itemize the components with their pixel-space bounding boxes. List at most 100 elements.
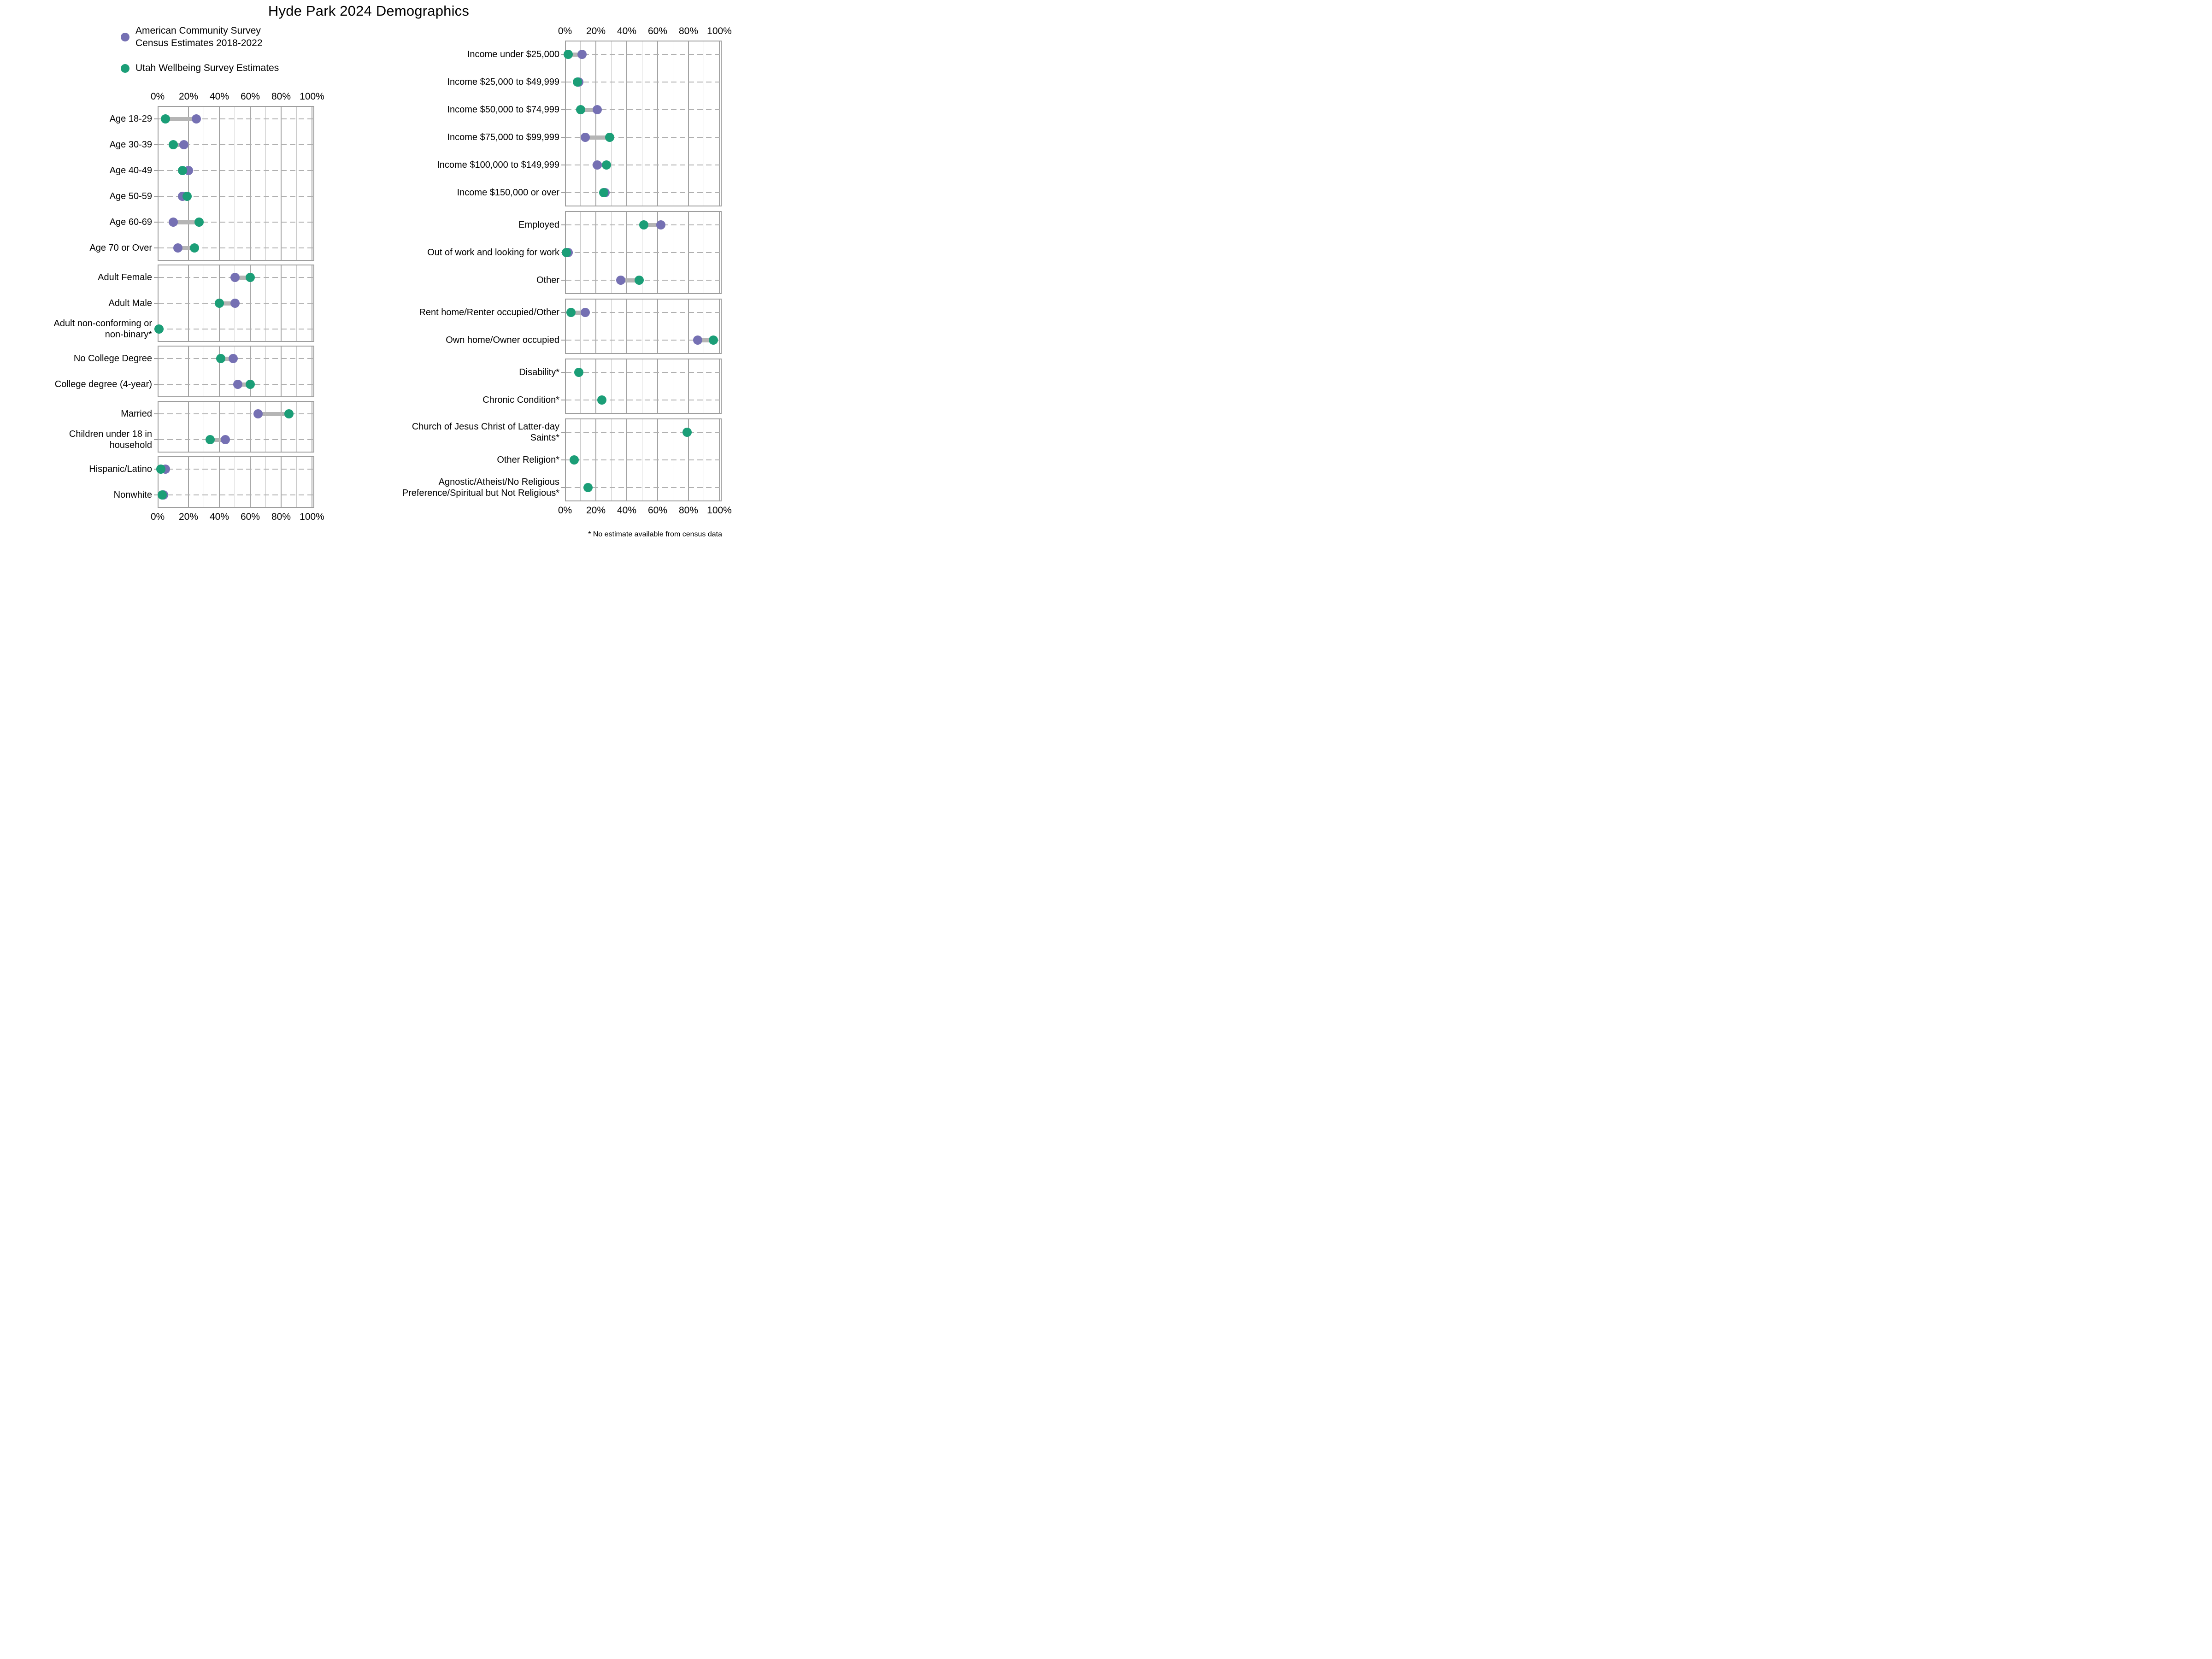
gridline: [296, 107, 297, 260]
gridline: [595, 300, 596, 353]
gridline: [296, 402, 297, 452]
axis-tick-label: 100%: [300, 91, 324, 102]
gridline: [250, 402, 251, 452]
uws-dot: [246, 380, 255, 389]
axis-tick-label: 100%: [707, 26, 732, 36]
row-label: Adult Female: [98, 272, 152, 282]
row-label: Church of Jesus Christ of Latter-day Sai…: [412, 422, 559, 443]
axis-tick-label: 100%: [300, 512, 324, 522]
gridline: [265, 402, 266, 452]
dumbbell-connector: [258, 412, 289, 416]
uws-dot: [576, 105, 585, 114]
gridline: [611, 359, 612, 413]
acs-dot: [221, 435, 230, 444]
uws-dot: [158, 490, 167, 500]
gridline: [611, 300, 612, 353]
row-label: Hispanic/Latino: [89, 464, 152, 474]
axis-tick-label: 20%: [586, 505, 606, 516]
dumbbell-connector: [568, 52, 582, 57]
row-axis-tick: [154, 303, 158, 304]
acs-dot: [693, 335, 703, 345]
dumbbell-connector: [221, 356, 234, 361]
panel-frame: [565, 41, 722, 206]
axis-tick-label: 80%: [678, 505, 699, 516]
acs-dot: [593, 105, 602, 114]
gridline: [250, 457, 251, 507]
acs-dot: [168, 218, 178, 227]
uws-dot: [182, 192, 192, 201]
acs-dot: [230, 299, 240, 308]
legend: American Community Survey Census Estimat…: [121, 25, 279, 87]
dumbbell-connector: [210, 437, 226, 442]
row-dashed-line: [159, 222, 313, 223]
acs-dot: [616, 276, 625, 285]
acs-dot: [593, 160, 602, 170]
row-dashed-line: [159, 196, 313, 197]
axis-tick-label: 100%: [707, 505, 732, 516]
row-axis-tick: [561, 372, 565, 373]
gridline: [219, 107, 220, 260]
gridline: [281, 347, 282, 396]
uws-dot: [246, 273, 255, 282]
chart-canvas: Hyde Park 2024 Demographics American Com…: [0, 0, 737, 553]
row-label: Income $150,000 or over: [457, 188, 559, 198]
uws-dot: [168, 140, 178, 149]
gridline: [657, 359, 658, 413]
row-axis-tick: [154, 170, 158, 171]
gridline: [719, 41, 720, 206]
dumbbell-connector: [698, 338, 713, 342]
legend-item-uws: Utah Wellbeing Survey Estimates: [121, 62, 279, 75]
row-axis-tick: [154, 469, 158, 470]
row-label: Income $100,000 to $149,999: [437, 160, 559, 170]
row-label: Age 18-29: [109, 114, 152, 124]
dumbbell-connector: [173, 142, 184, 147]
dumbbell-connector: [643, 223, 661, 227]
uws-dot: [154, 324, 164, 334]
acs-dot: [580, 133, 590, 142]
legend-item-acs: American Community Survey Census Estimat…: [121, 25, 279, 50]
gridline: [719, 300, 720, 353]
uws-dot: [156, 465, 165, 474]
row-dashed-line: [566, 459, 721, 460]
axis-tick-label: 20%: [178, 91, 199, 102]
uws-dot: [597, 395, 607, 405]
row-dashed-line: [566, 137, 721, 138]
row-label: Nonwhite: [113, 490, 152, 500]
acs-dot: [179, 140, 188, 149]
row-axis-tick: [561, 224, 565, 225]
row-axis-tick: [561, 137, 565, 138]
row-axis-tick: [154, 247, 158, 248]
dumbbell-connector: [177, 246, 195, 250]
gridline: [188, 107, 189, 260]
row-dashed-line: [159, 469, 313, 470]
row-label: Income $50,000 to $74,999: [447, 105, 559, 115]
row-dashed-line: [159, 144, 313, 145]
gridline: [688, 41, 689, 206]
gridline: [265, 457, 266, 507]
row-axis-tick: [561, 340, 565, 341]
row-label: Other: [536, 275, 559, 285]
row-axis-tick: [154, 222, 158, 223]
uws-dot: [215, 299, 224, 308]
row-label: College degree (4-year): [54, 379, 152, 389]
row-dashed-line: [159, 170, 313, 171]
row-label: Adult Male: [108, 298, 153, 308]
row-dashed-line: [566, 109, 721, 110]
uws-dot: [284, 409, 294, 418]
uws-dot: [570, 455, 579, 465]
row-axis-tick: [154, 118, 158, 119]
uws-dot: [639, 220, 648, 229]
panel-frame: [158, 346, 314, 397]
row-label: Disability*: [519, 367, 559, 377]
row-label: Age 40-49: [109, 165, 152, 176]
panel-frame: [565, 418, 722, 501]
panel-frame: [158, 456, 314, 508]
row-label: Age 50-59: [109, 191, 152, 201]
axis-tick-label: 20%: [178, 512, 199, 522]
gridline: [719, 359, 720, 413]
gridline: [250, 347, 251, 396]
row-dashed-line: [566, 312, 721, 313]
row-axis-tick: [154, 413, 158, 414]
row-axis-tick: [154, 144, 158, 145]
row-axis-tick: [561, 54, 565, 55]
